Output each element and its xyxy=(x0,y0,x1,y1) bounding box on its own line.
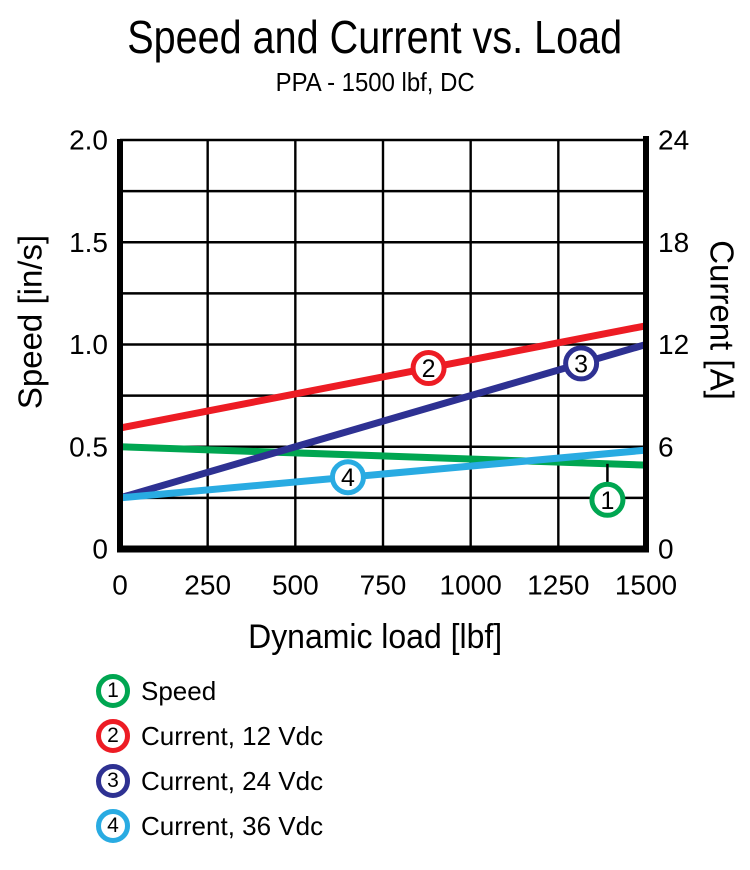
legend-label-speed: Speed xyxy=(141,675,217,706)
series-line-speed xyxy=(119,443,647,469)
marker-layer: 1 2 3 4 xyxy=(329,345,626,518)
y-left-tick-label: 1.5 xyxy=(69,227,108,258)
legend-num-4: 4 xyxy=(107,814,119,837)
y-right-tick-label: 6 xyxy=(658,431,674,462)
legend-item-current-24vdc: 3 Current, 24 Vdc xyxy=(96,764,323,798)
y-right-tick-label: 18 xyxy=(658,227,689,258)
chart-subtitle: PPA - 1500 lbf, DC xyxy=(0,68,750,97)
marker-circle-current-12vdc xyxy=(410,350,447,387)
y-right-tick-label: 24 xyxy=(658,125,689,156)
x-tick-label: 250 xyxy=(184,570,231,601)
x-tick-label: 750 xyxy=(360,570,407,601)
legend-num-1: 1 xyxy=(107,679,119,702)
series-line-current-12vdc xyxy=(119,322,647,432)
series-line-current-24vdc xyxy=(119,341,647,502)
y-left-tick-label: 0 xyxy=(92,534,108,565)
chart-subtitle-text: PPA - 1500 lbf, DC xyxy=(275,67,475,97)
x-axis-title-text: Dynamic load [lbf] xyxy=(247,618,503,656)
legend-item-current-12vdc: 2 Current, 12 Vdc xyxy=(96,719,323,753)
legend-badge-2: 2 xyxy=(96,719,130,753)
axes-layer xyxy=(117,136,649,553)
y-left-tick-label: 0.5 xyxy=(69,431,108,462)
legend-badge-3: 3 xyxy=(96,764,130,798)
legend-item-current-36vdc: 4 Current, 36 Vdc xyxy=(96,809,323,843)
legend-badge-1: 1 xyxy=(96,674,130,708)
x-tick-label: 0 xyxy=(112,570,128,601)
y-right-tick-label: 12 xyxy=(658,329,689,360)
marker-number-speed: 1 xyxy=(600,487,614,515)
marker-circle-current-36vdc xyxy=(329,459,366,496)
legend-badge-4: 4 xyxy=(96,809,130,843)
y-left-tick-label: 1.0 xyxy=(69,329,108,360)
marker-circle-speed xyxy=(589,481,626,518)
legend-item-speed: 1 Speed xyxy=(96,674,323,708)
legend-label-current-12vdc: Current, 12 Vdc xyxy=(141,720,324,751)
chart-title: Speed and Current vs. Load xyxy=(0,12,750,63)
marker-number-current-36vdc: 4 xyxy=(341,464,355,492)
series-layer xyxy=(119,322,647,502)
marker-number-current-12vdc: 2 xyxy=(422,355,436,383)
series-line-current-36vdc xyxy=(119,446,647,502)
marker-circle-current-24vdc xyxy=(563,345,600,382)
legend-num-3: 3 xyxy=(107,769,119,792)
x-tick-label: 500 xyxy=(272,570,319,601)
legend-label-current-36vdc: Current, 36 Vdc xyxy=(141,810,324,841)
x-tick-label: 1000 xyxy=(440,570,502,601)
legend-num-2: 2 xyxy=(107,724,119,747)
legend-label-current-24vdc: Current, 24 Vdc xyxy=(141,765,324,796)
y-left-tick-label: 2.0 xyxy=(69,125,108,156)
left-axis-title: Speed [in/s] xyxy=(12,235,49,409)
right-axis-title: Current [A] xyxy=(704,240,741,400)
x-tick-label: 1250 xyxy=(527,570,589,601)
y-right-tick-label: 0 xyxy=(658,534,674,565)
x-axis-title: Dynamic load [lbf] xyxy=(0,618,750,657)
x-tick-label: 1500 xyxy=(615,570,677,601)
marker-number-current-24vdc: 3 xyxy=(574,350,588,378)
chart-title-text: Speed and Current vs. Load xyxy=(127,11,623,63)
legend: 1 Speed 2 Current, 12 Vdc 3 Current, 24 … xyxy=(96,674,323,843)
